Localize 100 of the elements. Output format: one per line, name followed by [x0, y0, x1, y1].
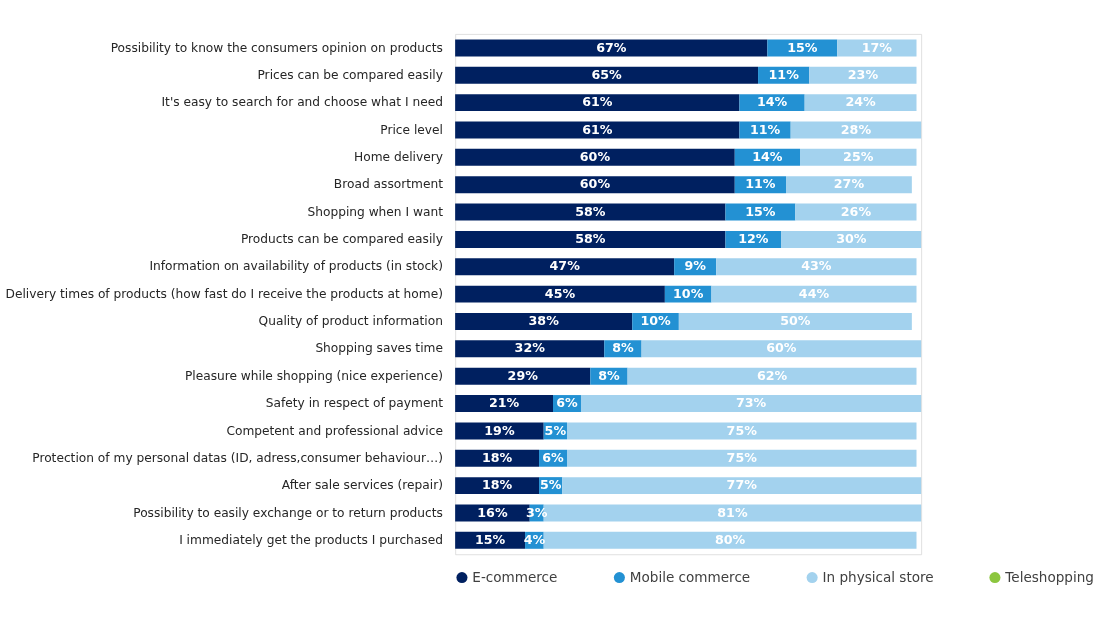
y-tick-label: Possibility to know the consumers opinion on products — [110, 40, 443, 55]
bar — [455, 340, 605, 358]
data-label: 5% — [544, 422, 567, 438]
bar — [567, 449, 917, 467]
y-tick-label: I immediately get the products I purchased — [179, 532, 443, 547]
data-label: 25% — [843, 148, 874, 164]
bar — [455, 395, 554, 413]
bar — [716, 258, 917, 276]
data-label: 10% — [640, 313, 671, 329]
data-label: 32% — [514, 340, 546, 356]
data-label: 45% — [544, 285, 576, 301]
data-label: 6% — [556, 395, 579, 411]
bar — [455, 367, 591, 385]
bar — [455, 312, 633, 330]
y-tick-label: Shopping saves time — [315, 341, 443, 356]
data-label: 61% — [582, 94, 613, 110]
data-label: 80% — [714, 531, 746, 547]
bar — [678, 312, 912, 330]
y-tick-label: Products can be compared easily — [240, 232, 443, 247]
bar — [837, 39, 917, 57]
data-label: 75% — [726, 422, 758, 438]
data-label: 58% — [575, 203, 606, 219]
data-label: 12% — [738, 231, 769, 247]
data-label: 11% — [768, 66, 800, 82]
data-label: 8% — [598, 367, 620, 383]
bar — [711, 285, 917, 303]
data-label: 6% — [542, 449, 565, 465]
bar — [455, 94, 740, 112]
bar — [795, 203, 917, 221]
data-label: 73% — [735, 395, 767, 411]
data-label: 10% — [673, 285, 704, 301]
bar — [455, 203, 726, 221]
data-label: 15% — [745, 203, 776, 219]
data-label: 19% — [484, 422, 515, 438]
data-label: 11% — [749, 121, 781, 137]
data-label: 30% — [836, 231, 867, 247]
data-label: 15% — [474, 531, 506, 547]
legend-label: Teleshopping — [1004, 569, 1094, 586]
bar — [455, 148, 735, 166]
bar — [809, 66, 917, 84]
bar — [455, 258, 675, 276]
data-label: 50% — [780, 313, 811, 329]
data-label: 58% — [575, 231, 606, 247]
data-label: 60% — [579, 148, 611, 164]
bar — [800, 148, 917, 166]
y-tick-label: Information on availability of products (in stock) — [149, 259, 443, 274]
data-label: 21% — [488, 395, 520, 411]
y-tick-label: Delivery times of products (how fast do I receive the products at home) — [5, 286, 443, 301]
y-tick-label: Safety in respect of payment — [265, 396, 444, 411]
legend-label: Mobile commerce — [629, 569, 751, 586]
data-label: 81% — [717, 504, 748, 520]
data-label: 18% — [481, 477, 513, 493]
bar — [455, 176, 735, 194]
data-label: 44% — [798, 285, 830, 301]
y-tick-label: Protection of my personal datas (ID, adress,consumer behaviour…) — [32, 450, 443, 465]
bar — [786, 176, 912, 194]
y-tick-label: It's easy to search for and choose what I need — [161, 95, 443, 110]
y-tick-label: Competent and professional advice — [226, 423, 443, 438]
data-label: 28% — [840, 121, 872, 137]
bar — [455, 39, 768, 57]
data-label: 17% — [861, 39, 893, 55]
data-label: 26% — [840, 203, 872, 219]
data-label: 14% — [752, 148, 783, 164]
data-label: 18% — [481, 449, 513, 465]
bar — [804, 94, 917, 112]
bar — [562, 477, 922, 495]
data-label: 24% — [845, 94, 877, 110]
bar — [580, 395, 922, 413]
bar — [567, 422, 917, 440]
y-tick-label: Pleasure while shopping (nice experience) — [184, 368, 443, 383]
data-label: 27% — [833, 176, 865, 192]
y-tick-label: Home delivery — [354, 149, 443, 164]
bar — [455, 121, 740, 139]
data-label: 29% — [507, 367, 539, 383]
bar — [641, 340, 922, 358]
y-tick-label: Prices can be compared easily — [257, 67, 443, 82]
data-label: 77% — [726, 477, 758, 493]
bar — [455, 285, 665, 303]
data-label: 47% — [549, 258, 581, 274]
y-tick-label: After sale services (repair) — [281, 478, 443, 493]
data-label: 8% — [612, 340, 634, 356]
data-label: 67% — [596, 39, 627, 55]
data-label: 14% — [756, 94, 788, 110]
bar — [627, 367, 917, 385]
legend-label: In physical store — [822, 569, 934, 586]
bar — [543, 531, 917, 549]
bar — [781, 230, 922, 248]
legend-label: E-commerce — [472, 569, 558, 586]
data-label: 60% — [766, 340, 797, 356]
data-label: 60% — [579, 176, 611, 192]
data-label: 16% — [477, 504, 508, 520]
data-label: 65% — [591, 66, 623, 82]
y-tick-label: Shopping when I want — [307, 204, 444, 219]
data-label: 5% — [539, 477, 562, 493]
data-label: 61% — [582, 121, 613, 137]
data-label: 15% — [787, 39, 818, 55]
bar — [455, 230, 726, 248]
data-label: 43% — [801, 258, 832, 274]
y-tick-label: Possibility to easily exchange or to return products — [133, 505, 443, 520]
data-label: 23% — [847, 66, 879, 82]
